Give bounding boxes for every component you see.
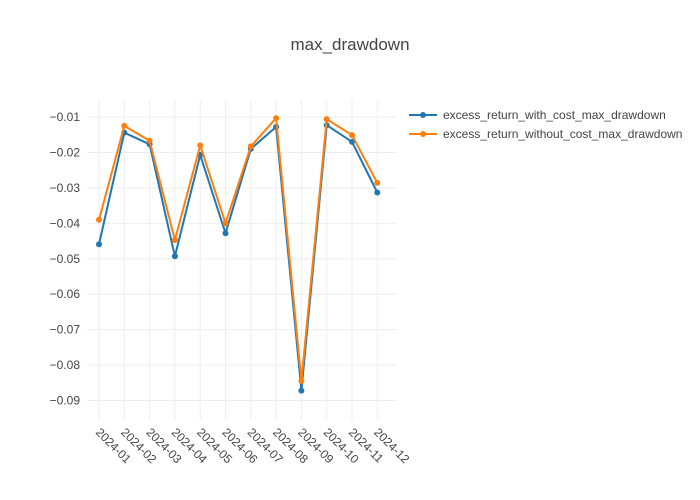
series-2-point — [171, 236, 178, 243]
y-axis-ticks: −0.01 −0.02 −0.03 −0.04 −0.05 −0.06 −0.07 −0.08… — [50, 110, 81, 407]
gridlines — [87, 100, 397, 420]
x-axis-ticks: 2024-012024-022024-032024-042024-052024-… — [93, 425, 413, 466]
series-1-point — [222, 230, 229, 237]
y-tick-label: −0.01 — [50, 110, 81, 124]
series-2-point — [247, 143, 254, 150]
series-line-1 — [98, 124, 379, 392]
y-tick-label: −0.09 — [50, 394, 81, 408]
series-1-point — [171, 253, 178, 260]
series-1-point — [374, 189, 381, 196]
legend[interactable]: excess_return_with_cost_max_drawdownexce… — [409, 108, 682, 141]
y-tick-label: −0.05 — [50, 252, 81, 266]
legend-label: excess_return_with_cost_max_drawdown — [443, 108, 666, 122]
y-tick-label: −0.07 — [50, 323, 81, 337]
plot-area: −0.01 −0.02 −0.03 −0.04 −0.05 −0.06 −0.07 −0.08… — [50, 100, 413, 466]
legend-marker — [420, 131, 426, 137]
series-line-2 — [98, 117, 379, 383]
series-2-point — [222, 220, 229, 227]
series-group — [96, 115, 381, 394]
series-2-point — [121, 122, 128, 129]
series-2-point — [323, 116, 330, 123]
series-1-point — [349, 138, 355, 145]
legend-marker — [420, 112, 426, 118]
legend-item-2[interactable]: excess_return_without_cost_max_drawdown — [409, 127, 682, 141]
series-2-point — [349, 132, 355, 139]
series-2-point — [374, 179, 381, 186]
y-tick-label: −0.03 — [50, 181, 81, 195]
series-2-point — [273, 115, 280, 122]
series-1-point — [96, 241, 102, 248]
chart-title: max_drawdown — [290, 35, 409, 54]
y-tick-label: −0.08 — [50, 358, 81, 372]
series-2-point — [96, 216, 102, 223]
series-2-point — [298, 378, 305, 385]
legend-item-1[interactable]: excess_return_with_cost_max_drawdown — [409, 108, 666, 122]
series-2-point — [197, 142, 204, 149]
y-tick-label: −0.06 — [50, 287, 81, 301]
legend-label: excess_return_without_cost_max_drawdown — [443, 127, 682, 141]
y-tick-label: −0.04 — [50, 216, 81, 230]
y-tick-label: −0.02 — [50, 145, 81, 159]
series-2-point — [146, 137, 153, 144]
series-1-point — [298, 387, 305, 394]
